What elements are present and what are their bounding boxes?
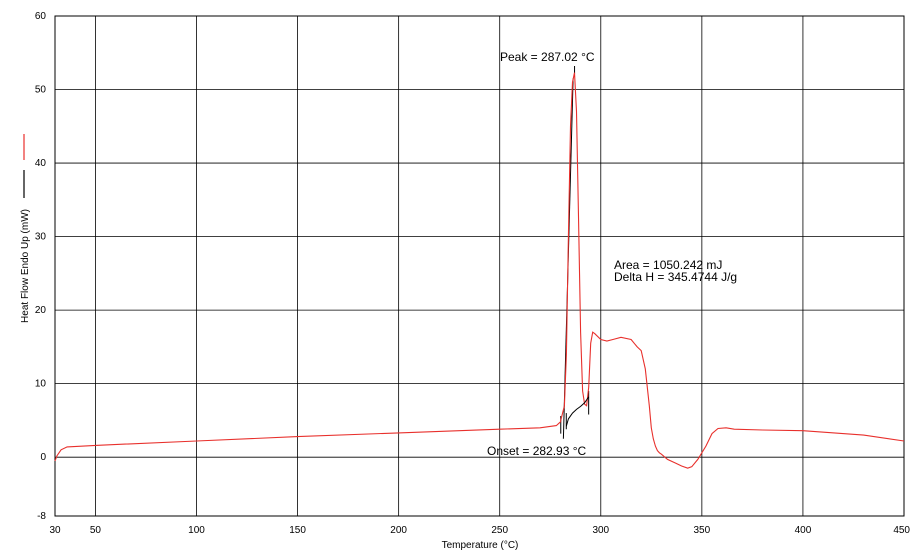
y-tick-label: 40 (35, 158, 47, 169)
x-tick-label: 150 (289, 525, 306, 536)
x-tick-label: 350 (694, 525, 711, 536)
y-axis-ticks: -8 0 10 20 30 40 50 60 (35, 11, 47, 522)
y-tick-label: 10 (35, 379, 47, 390)
delta-h-annotation: Delta H = 345.4744 J/g (614, 270, 737, 284)
peak-annotation: Peak = 287.02 °C (500, 50, 595, 64)
y-tick-label: 60 (35, 11, 47, 22)
x-tick-label: 300 (592, 525, 609, 536)
x-tick-label: 50 (90, 525, 102, 536)
area-annotation: Area = 1050.242 mJ (614, 258, 722, 272)
onset-annotation: Onset = 282.93 °C (487, 444, 587, 458)
y-tick-label: 50 (35, 85, 47, 96)
plot-frame (54, 15, 905, 517)
x-tick-label: 400 (795, 525, 812, 536)
x-tick-label: 250 (491, 525, 508, 536)
x-axis-label: Temperature (°C) (442, 540, 519, 551)
x-axis-ticks: 30 50 100 150 200 250 300 350 400 450 (49, 525, 910, 536)
y-tick-label: 0 (40, 452, 46, 463)
y-tick-label: 30 (35, 232, 47, 243)
x-tick-label: 450 (893, 525, 910, 536)
x-tick-label: 30 (49, 525, 61, 536)
series-heat-flow (54, 72, 905, 469)
y-tick-label: -8 (37, 511, 46, 522)
x-tick-label: 100 (188, 525, 205, 536)
x-tick-label: 200 (390, 525, 407, 536)
grid (54, 15, 905, 517)
series-baseline (565, 396, 590, 427)
y-axis-label: Heat Flow Endo Up (mW) (20, 209, 31, 323)
y-tick-label: 20 (35, 305, 47, 316)
